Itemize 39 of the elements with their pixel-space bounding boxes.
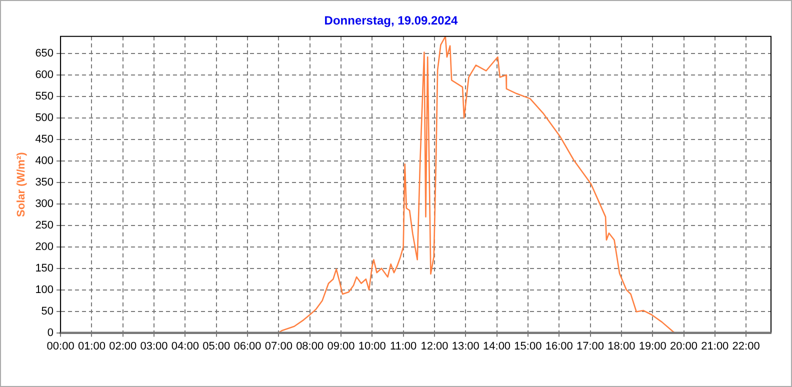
x-tick-label: 07:00	[264, 340, 292, 352]
y-tick-label: 500	[35, 112, 54, 124]
x-tick-label: 00:00	[46, 340, 74, 352]
x-tick-label: 19:00	[638, 340, 666, 352]
y-axis-title: Solar (W/m²)	[16, 152, 28, 217]
y-tick-label: 0	[47, 326, 54, 339]
x-tick-label: 20:00	[670, 340, 698, 352]
y-tick-label: 250	[35, 219, 54, 232]
x-tick-label: 04:00	[171, 340, 199, 352]
y-tick-label: 400	[35, 155, 54, 168]
x-tick-label: 03:00	[140, 340, 168, 352]
x-tick-label: 09:00	[327, 340, 355, 352]
y-tick-label: 50	[41, 305, 54, 318]
x-tick-label: 02:00	[109, 340, 137, 352]
chart-title: Donnerstag, 19.09.2024	[324, 14, 458, 28]
y-tick-label: 300	[35, 198, 54, 210]
y-tick-label: 150	[35, 262, 54, 274]
x-tick-label: 18:00	[608, 340, 636, 352]
y-tick-label: 200	[35, 240, 54, 253]
x-tick-label: 12:00	[420, 340, 448, 352]
x-tick-label: 13:00	[452, 340, 480, 352]
x-tick-label: 01:00	[78, 340, 106, 352]
x-tick-label: 22:00	[732, 340, 760, 352]
x-tick-label: 11:00	[390, 340, 417, 352]
y-tick-label: 350	[35, 176, 54, 188]
x-tick-label: 16:00	[545, 340, 573, 352]
y-tick-label: 600	[35, 69, 54, 82]
x-tick-label: 17:00	[576, 340, 604, 352]
y-tick-label: 650	[35, 48, 54, 60]
x-tick-label: 10:00	[358, 340, 386, 352]
x-tick-label: 21:00	[701, 340, 729, 352]
x-tick-label: 05:00	[202, 340, 230, 352]
x-tick-label: 15:00	[514, 340, 542, 352]
y-tick-label: 450	[35, 134, 54, 146]
y-tick-label: 100	[35, 284, 54, 296]
x-tick-label: 08:00	[296, 340, 324, 352]
x-tick-label: 06:00	[234, 340, 262, 352]
y-tick-label: 550	[35, 90, 54, 103]
x-tick-label: 14:00	[483, 340, 511, 352]
